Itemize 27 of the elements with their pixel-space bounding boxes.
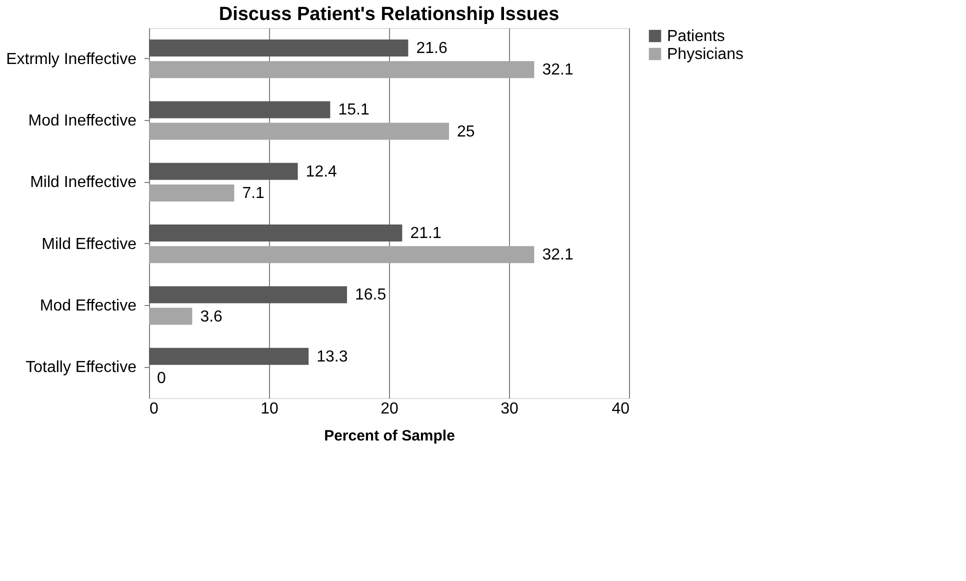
data-label: 32.1 [542,246,574,264]
legend-label: Patients [667,28,725,45]
data-label: 21.1 [410,225,442,242]
data-label: 12.4 [306,163,338,180]
y-tick-label: Mild Ineffective [30,174,137,192]
data-label: 32.1 [542,62,574,79]
legend-label: Physicians [667,46,744,63]
data-label: 13.3 [316,348,348,366]
x-tick-label: 0 [150,400,158,418]
data-label: 15.1 [338,102,370,119]
data-label: 3.6 [200,308,223,326]
data-label: 16.5 [355,286,386,304]
y-tick-label: Mod Effective [40,298,137,314]
chart-title: Discuss Patient's Relationship Issues [218,4,560,25]
x-tick-label: 40 [612,400,630,418]
data-label: 21.6 [416,40,448,58]
x-axis-title: Percent of Sample [324,428,455,444]
data-label: 7.1 [242,184,265,202]
x-tick-label: 30 [500,400,518,418]
y-tick-label: Mild Effective [42,236,137,253]
y-tick-label: Totally Effective [26,359,137,376]
x-tick-label: 10 [260,400,278,418]
data-label: 0 [157,370,166,387]
x-tick-label: 20 [380,400,398,418]
data-label: 25 [457,123,475,140]
y-tick-label: Extrmly Ineffective [6,50,137,68]
y-tick-label: Mod Ineffective [28,112,137,130]
